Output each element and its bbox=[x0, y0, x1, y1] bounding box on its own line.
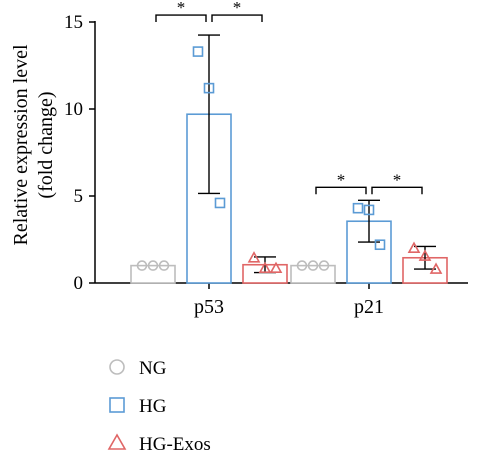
y-tick-label: 10 bbox=[64, 99, 83, 120]
data-point-HG-p53 bbox=[203, 82, 215, 94]
legend-label-HG-Exos: HG-Exos bbox=[139, 434, 211, 455]
significance-bracket bbox=[155, 14, 207, 23]
legend-marker-NG bbox=[109, 359, 125, 375]
data-point-NG-p53 bbox=[136, 260, 148, 271]
data-point-HG-p53 bbox=[214, 197, 226, 209]
data-point-HG-p21 bbox=[374, 239, 386, 251]
legend-label-HG: HG bbox=[139, 396, 167, 417]
x-tick-label-p21: p21 bbox=[354, 296, 384, 318]
significance-label: * bbox=[233, 0, 242, 17]
significance-bracket bbox=[211, 14, 263, 23]
data-point-HG-Exos-p21 bbox=[407, 241, 421, 253]
significance-bracket bbox=[371, 186, 423, 195]
legend-label-NG: NG bbox=[139, 358, 167, 379]
data-point-HG-Exos-p53 bbox=[269, 261, 283, 274]
y-axis-label-line2: (fold change) bbox=[35, 91, 57, 198]
significance-label: * bbox=[393, 170, 402, 189]
x-tick-label-p53: p53 bbox=[194, 296, 224, 318]
plot-area: 0 5 10 15 p53 p21 * * * * bbox=[64, 0, 468, 318]
y-tick-label: 5 bbox=[74, 186, 84, 207]
data-point-NG-p21 bbox=[318, 260, 330, 271]
y-axis-label: Relative expression level (fold change) bbox=[10, 44, 57, 245]
significance-label: * bbox=[177, 0, 186, 17]
data-point-HG-p53 bbox=[192, 46, 204, 57]
data-point-HG-Exos-p21 bbox=[429, 262, 443, 274]
data-point-HG-Exos-p53 bbox=[247, 251, 261, 263]
data-point-HG-p21 bbox=[352, 202, 364, 214]
data-point-NG-p21 bbox=[307, 260, 319, 271]
significance-label: * bbox=[337, 170, 346, 189]
significance-bracket bbox=[315, 186, 367, 195]
y-tick-label: 0 bbox=[74, 273, 84, 294]
y-tick-label: 15 bbox=[64, 12, 83, 33]
data-point-HG-Exos-p21 bbox=[418, 249, 432, 261]
legend-marker-HG-Exos bbox=[107, 433, 127, 450]
legend-marker-HG bbox=[109, 397, 125, 413]
legend: NG HG HG-Exos bbox=[107, 358, 211, 455]
y-axis-label-line1: Relative expression level bbox=[10, 44, 32, 245]
data-point-NG-p21 bbox=[296, 260, 308, 271]
data-point-HG-p21 bbox=[363, 204, 375, 216]
data-point-NG-p53 bbox=[158, 260, 170, 271]
data-point-NG-p53 bbox=[147, 260, 159, 271]
data-point-HG-Exos-p53 bbox=[258, 261, 272, 274]
